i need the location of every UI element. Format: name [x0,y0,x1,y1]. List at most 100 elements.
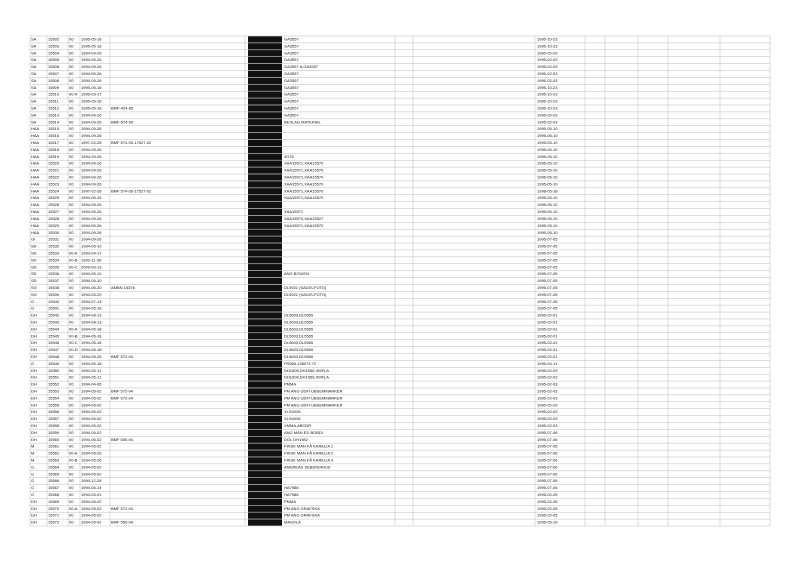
cell-text: 00 [69,230,74,235]
cell-text: 00 [69,50,74,55]
cell-text: 00 [69,444,74,449]
redaction [248,270,282,278]
redaction [248,181,282,188]
cell-text: 1995-10-23 [537,106,558,111]
cell-text: 00 [69,78,74,83]
cell-text: G [31,492,34,497]
redaction [248,195,282,202]
redaction [248,415,282,423]
cell-text: 00 [69,388,74,393]
redaction [248,319,282,326]
cell-text: G [31,478,34,483]
cell-text: 1995-10-23 [537,43,558,48]
cell-text: 1995-10-23 [537,85,558,90]
cell-text: BMF 550-94 [111,520,134,525]
cell-text: 00 [69,43,74,48]
redaction [248,153,282,160]
cell-text: HAA [31,161,40,166]
cell-text: G [31,464,34,469]
cell-text: 15529 [48,223,60,228]
redaction [248,146,282,154]
cell-text: 00 [69,361,74,366]
cell-text: PM ANG UDFI UBSEMMARKER [284,388,343,393]
cell-text: SA [31,112,37,117]
cell-text: SD [31,271,37,276]
cell-text: 1995-05-10 [537,168,558,173]
cell-text: 00 [69,161,74,166]
cell-text: 15565 [48,471,60,476]
redaction [248,91,282,98]
cell-text: FINSK MAN FÅ KARELIA 1 [284,444,334,449]
cell-text: XAA15571,XAA15570 [284,175,324,180]
cell-text: 1994-05-02 [81,402,102,407]
redaction [248,360,282,367]
cell-text: 1995-05-19 [537,520,558,525]
cell-text: DH [31,375,37,380]
cell-text: 15571 [48,513,60,518]
cell-text: 15568 [48,492,60,497]
cell-text: 1995-07-05 [537,292,558,297]
cell-text: 1995-07-06 [537,485,558,490]
cell-text: 15551 [48,375,60,380]
cell-text: 1994-09-26 [81,181,102,186]
cell-text: 15503 [48,43,60,48]
cell-text: 1994-05-02 [81,464,102,469]
cell-text: 1994-09-26 [81,202,102,207]
cell-text: 00 [69,375,74,380]
redaction [248,243,282,250]
redaction [248,167,282,174]
cell-text: BMF 572-94 [111,506,134,511]
cell-text: 00 [69,430,74,435]
cell-text: SD [31,264,37,269]
cell-text: BMF 574-95-17527-02 [111,140,152,145]
cell-text: DH [31,506,37,511]
cell-text: 1995-02-03 [537,50,558,55]
cell-text: XAA15571,XAA15570 [284,168,324,173]
cell-text: 1995-07-05 [537,264,558,269]
redaction [248,491,282,499]
cell-text: 1994-12-28 [81,478,102,483]
cell-text: 15527 [48,209,60,214]
cell-text: HAA [31,230,40,235]
cell-text: XAA15571,XAA15570 [284,181,324,186]
cell-text: 15541 [48,306,60,311]
cell-text: GA3557 [284,106,299,111]
cell-text: 00 [69,57,74,62]
cell-text: XAA15571 [284,209,304,214]
cell-text: 1995-02-03 [537,388,558,393]
cell-text: HAA [31,188,40,193]
cell-text: 1994-05-02 [81,388,102,393]
redaction [248,402,282,409]
redaction [248,215,282,223]
cell-text: DL5603,DL5565 [284,313,314,318]
redaction [248,112,282,119]
cell-text: 00 [69,140,74,145]
cell-text: SA [31,50,37,55]
cell-text: 15549 [48,361,60,366]
cell-text: 15567 [48,485,60,490]
redaction [248,229,282,236]
cell-text: 1995-07-06 [537,478,558,483]
cell-text: 15532 [48,244,60,249]
redaction [248,264,282,271]
cell-text: 1994-05-14 [81,485,102,490]
cell-text: 1995-10-23 [537,92,558,97]
cell-text: 00 [69,119,74,124]
cell-text: 15557 [48,416,60,421]
cell-text: 00 [69,168,74,173]
cell-text: DH [31,368,37,373]
cell-text: 1995-03-17 [81,92,102,97]
redaction [248,250,282,257]
cell-text: 1995-02-05 [537,499,558,504]
cell-text: 1995-05-10 [537,133,558,138]
cell-text: BMF-424-85 [111,106,134,111]
cell-text: FR065,138073,72 [284,361,317,366]
cell-text: 1994-09-26 [81,119,102,124]
redaction [248,305,282,312]
redaction [248,381,282,388]
redaction [248,132,282,140]
cell-text: DL5921 (SAGIS-FOTO) [284,292,327,297]
cell-text: 15517 [48,140,60,145]
cell-text: 15544 [48,326,60,331]
cell-text: 15561 [48,444,60,449]
